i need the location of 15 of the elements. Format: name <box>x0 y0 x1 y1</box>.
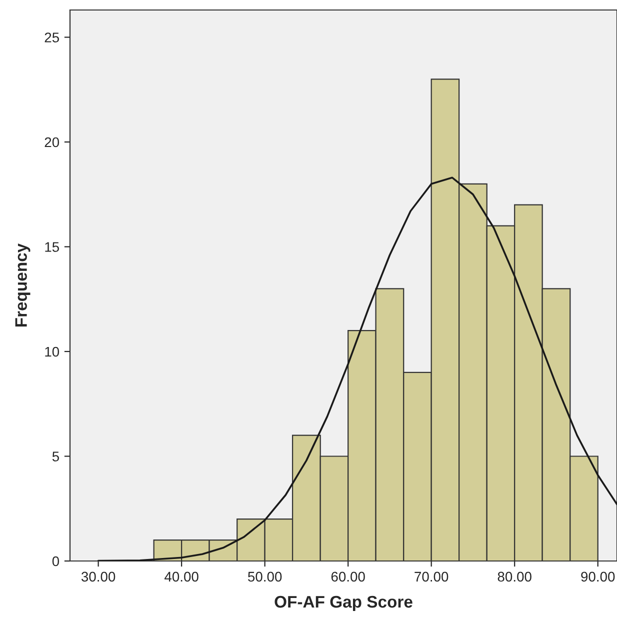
x-tick-label: 30.00 <box>81 572 116 582</box>
y-tick-label: 25 <box>44 32 60 42</box>
x-tick-label: 80.00 <box>498 572 532 582</box>
y-tick-label: 10 <box>45 346 60 357</box>
y-tick-label: 15 <box>45 242 60 252</box>
y-tick-label: 20 <box>44 137 60 148</box>
x-tick-label: 50.00 <box>248 572 282 582</box>
x-tick-label: 90.00 <box>581 572 615 582</box>
x-tick-label: 70.00 <box>414 572 448 582</box>
x-axis-title: OF-AF Gap Score <box>274 596 412 612</box>
y-axis-title: Frequency <box>15 243 30 327</box>
x-tick-label: 60.00 <box>331 572 365 582</box>
x-tick-label: 40.00 <box>164 572 198 582</box>
y-tick-label: 0 <box>52 556 60 566</box>
y-tick-label: 5 <box>52 452 59 462</box>
